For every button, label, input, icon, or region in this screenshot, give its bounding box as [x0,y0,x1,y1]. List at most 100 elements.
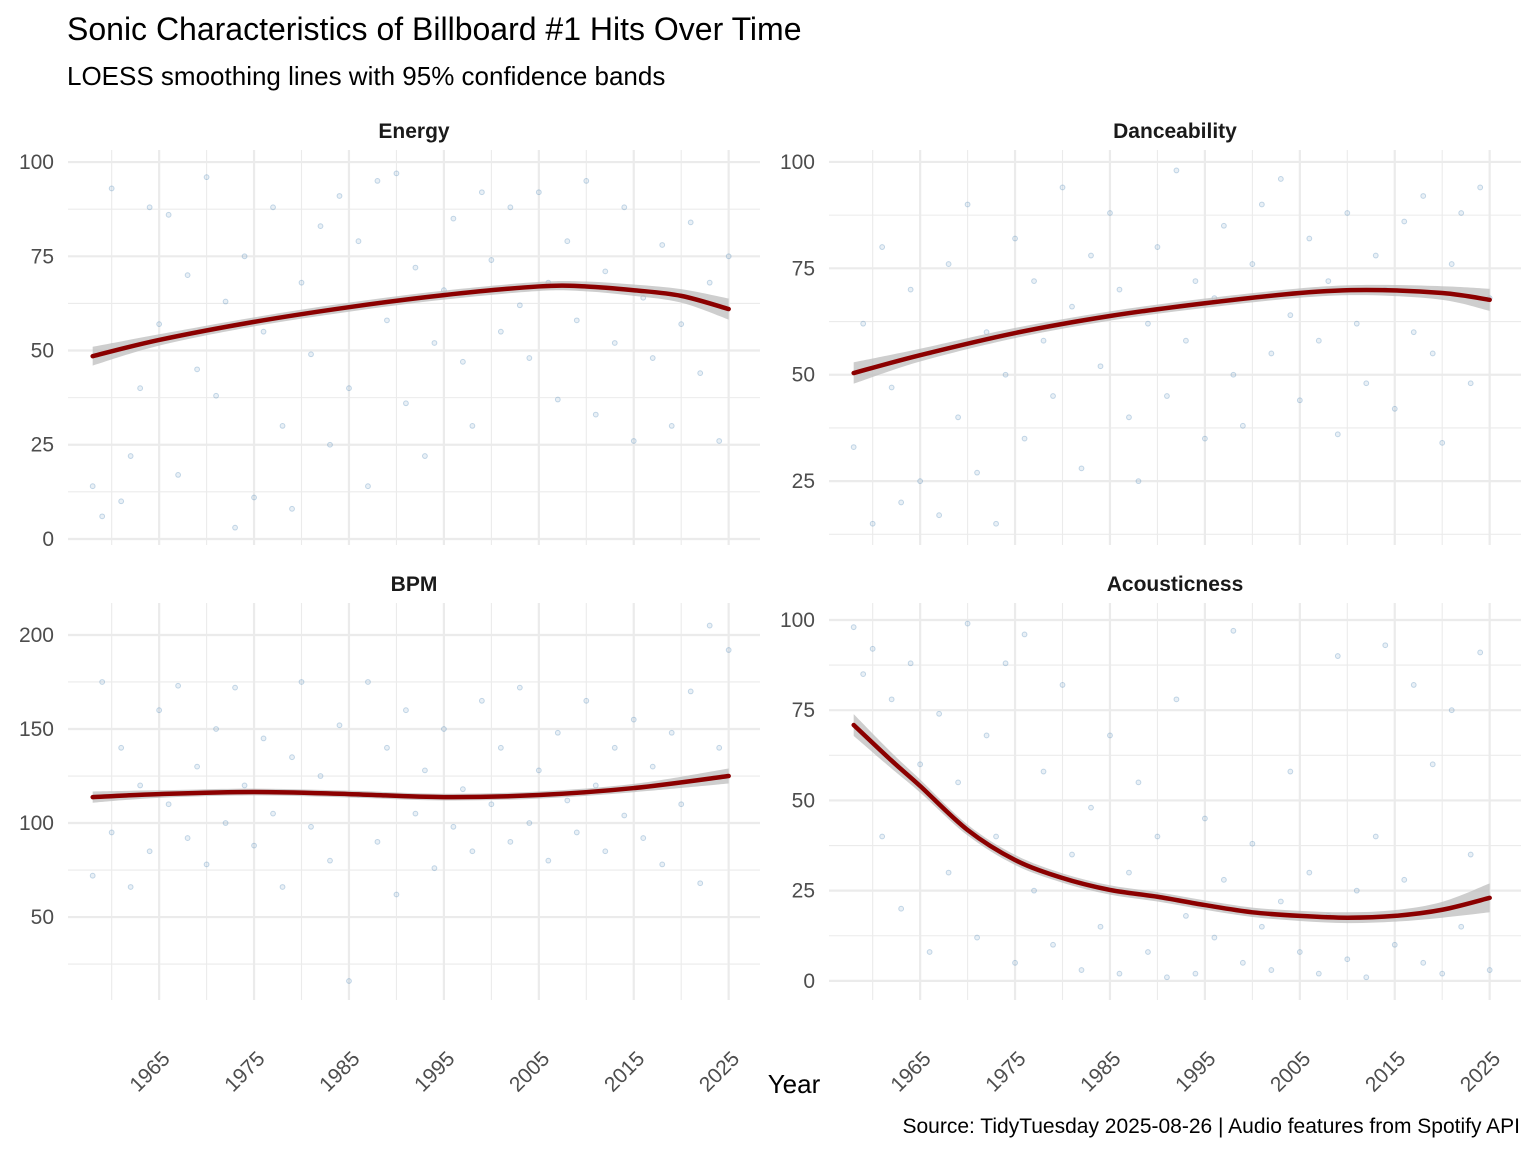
data-point [289,754,295,761]
data-point [860,320,867,327]
data-point [279,884,286,890]
data-point [270,204,276,211]
data-point [1420,959,1427,966]
data-point [898,499,905,506]
y-tick-label: 100 [19,151,54,174]
data-point [327,441,333,448]
data-point [108,185,115,192]
data-point [1050,393,1056,399]
data-point [469,848,476,855]
data-point [1050,941,1056,948]
panel-acousticness: Acousticness 0 25 50 75 100 1965 1975 1985 1995 20… [780,573,1521,1097]
data-point [668,729,675,736]
data-point [99,679,106,685]
data-point [137,385,144,392]
data-point [355,238,362,245]
x-tick-label: 2025 [695,1047,744,1096]
data-point [898,905,905,912]
data-point [1012,235,1018,242]
data-point [1012,959,1018,966]
data-point [450,215,457,222]
data-point [850,624,857,631]
data-point [716,744,723,751]
facet-label: Danceability [1113,120,1237,143]
data-point [1401,218,1408,225]
x-axis-label: Year [768,1069,821,1099]
data-point [251,494,257,501]
data-point [1306,869,1313,876]
data-point [1277,176,1284,182]
data-point [1173,696,1180,703]
y-tick-label: 25 [31,434,54,457]
x-tick-label: 1975 [981,1047,1030,1096]
data-point [260,328,267,335]
data-point [592,411,599,418]
data-point [1477,649,1484,656]
data-point [1344,210,1351,216]
data-point [1192,278,1199,284]
data-point [1211,934,1218,941]
data-point [194,366,200,373]
data-point [1410,682,1417,688]
data-point [1173,167,1180,174]
y-tick-label: 50 [792,789,815,812]
data-point [1429,761,1436,768]
data-point [1315,970,1322,977]
data-point [393,891,400,898]
data-point [1382,642,1389,649]
y-tick-label: 200 [19,624,54,647]
data-point [308,823,314,830]
x-tick-label: 1975 [220,1047,269,1096]
data-point [687,219,694,226]
data-point [1154,833,1161,840]
data-point [99,513,106,520]
data-point [365,679,371,685]
data-point [1021,631,1028,638]
data-point [1220,222,1227,229]
chart-caption: Source: TidyTuesday 2025-08-26 | Audio f… [902,1115,1520,1138]
data-point [1258,201,1265,208]
data-point [222,298,229,305]
data-point [1448,707,1455,714]
data-point [118,498,125,505]
data-point [184,272,191,279]
data-point [1258,923,1265,930]
data-point [1145,949,1151,955]
data-point [583,178,590,184]
data-point [879,244,886,250]
data-point [317,773,324,779]
data-point [431,340,438,346]
data-point [203,861,210,868]
data-point [1164,393,1170,399]
data-point [706,622,713,629]
data-point [678,801,685,808]
data-point [1239,422,1246,429]
data-point [1410,329,1417,336]
data-point [602,268,609,275]
facet-label: BPM [391,573,438,596]
data-point [869,520,876,527]
data-point [127,453,134,459]
data-point [1040,337,1047,344]
data-point [1116,970,1123,977]
data-point [412,810,419,817]
data-point [725,253,732,260]
data-point [611,340,618,346]
data-point [1069,851,1075,858]
data-point [535,189,542,196]
data-point [602,848,609,855]
data-point [1021,435,1028,442]
y-tick-label: 75 [31,245,54,268]
y-tick-label: 25 [792,880,815,903]
data-point [1116,286,1123,293]
data-point [659,861,666,868]
x-tick-label: 2015 [600,1047,649,1096]
x-tick-label: 1965 [125,1047,174,1096]
data-point [146,204,153,211]
data-point [346,978,352,984]
data-point [850,444,857,451]
data-point [1040,768,1047,775]
data-point [888,696,895,703]
data-point [165,801,172,808]
